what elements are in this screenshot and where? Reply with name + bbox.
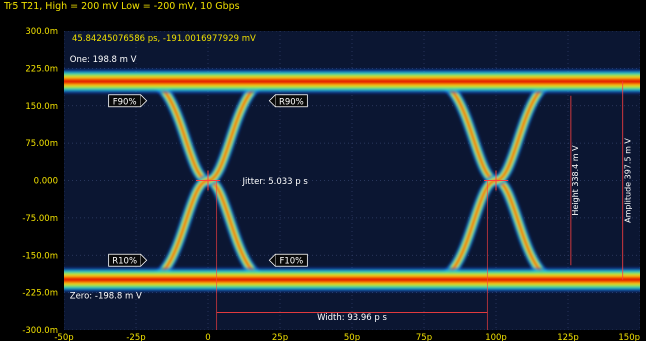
level-marker-label: R10%	[112, 257, 137, 267]
x-tick-label: 125p	[557, 333, 579, 341]
x-tick-label: -50p	[54, 333, 73, 341]
x-axis: -50p -25p 0 25p 50p 75p 100p 125p 150p	[54, 333, 640, 341]
y-tick-label: 75.00m	[25, 139, 58, 149]
y-tick-label: 0.000	[34, 177, 58, 187]
y-axis: 300.0m 225.0m 150.0m 75.00m 0.000 -75.00m -150…	[22, 27, 58, 336]
y-tick-label: -150.0m	[22, 251, 58, 261]
y-tick-label: 150.0m	[25, 102, 58, 112]
level-marker-label: F10%	[279, 257, 303, 267]
x-tick-label: 50p	[344, 333, 360, 341]
y-tick-label: 225.0m	[25, 64, 58, 74]
level-marker: R10%	[109, 254, 147, 267]
level-marker-label: F90%	[113, 97, 137, 107]
y-tick-label: 300.0m	[25, 27, 58, 37]
level-marker-label: R90%	[279, 97, 304, 107]
y-tick-label: -225.0m	[22, 289, 58, 299]
one-level-label: One: 198.8 m V	[70, 55, 137, 65]
zero-level-label: Zero: -198.8 m V	[70, 292, 142, 302]
level-marker: R90%	[269, 95, 307, 108]
x-tick-label: 100p	[485, 333, 507, 341]
amplitude-label: Amplitude 397.5 m V	[624, 138, 633, 223]
height-label: Height 338.4 m V	[571, 145, 580, 216]
y-tick-label: -75.00m	[22, 214, 58, 224]
x-tick-label: 150p	[618, 333, 640, 341]
y-tick-label: -300.0m	[22, 326, 58, 336]
width-label: Width: 93.96 p s	[317, 313, 387, 323]
x-tick-label: 25p	[272, 333, 288, 341]
x-tick-label: 75p	[416, 333, 432, 341]
cursor-readout: 45.84245076586 ps, -191.0016977929 mV	[72, 34, 256, 44]
level-marker: F90%	[109, 95, 147, 108]
level-marker: F10%	[269, 254, 307, 267]
x-tick-label: 0	[205, 333, 210, 341]
x-tick-label: -25p	[126, 333, 145, 341]
jitter-label: Jitter: 5.033 p s	[242, 177, 309, 187]
